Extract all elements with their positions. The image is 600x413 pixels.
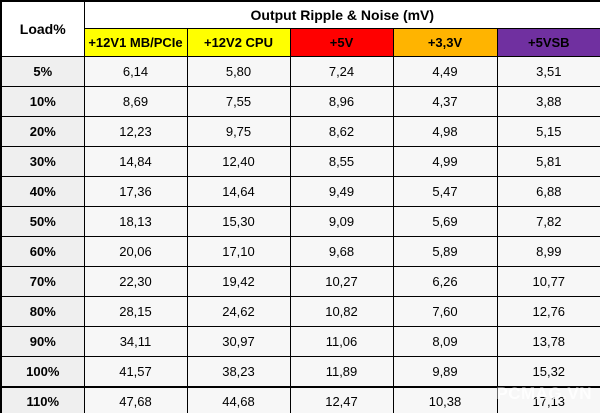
value-cell: 9,09 (289, 206, 394, 237)
column-header-12v1: +12V1 MB/PCIe (83, 28, 188, 57)
value-cell: 7,24 (289, 56, 394, 87)
value-cell: 4,98 (392, 116, 498, 147)
value-cell: 24,62 (186, 296, 291, 327)
value-cell: 7,82 (496, 206, 600, 237)
value-cell: 28,15 (83, 296, 188, 327)
value-cell: 10,82 (289, 296, 394, 327)
table-row-overload: 110% 47,68 44,68 12,47 10,38 17,13 (0, 385, 600, 413)
load-cell: 100% (0, 356, 85, 387)
value-cell: 4,49 (392, 56, 498, 87)
value-cell: 10,27 (289, 266, 394, 297)
load-cell: 20% (0, 116, 85, 147)
load-cell: 60% (0, 236, 85, 267)
value-cell: 17,10 (186, 236, 291, 267)
value-cell: 17,36 (83, 176, 188, 207)
value-cell: 9,75 (186, 116, 291, 147)
table-row: 40% 17,36 14,64 9,49 5,47 6,88 (0, 176, 600, 207)
load-cell: 30% (0, 146, 85, 177)
load-cell: 40% (0, 176, 85, 207)
value-cell: 47,68 (83, 385, 188, 413)
value-cell: 5,80 (186, 56, 291, 87)
value-cell: 10,38 (392, 385, 498, 413)
value-cell: 15,30 (186, 206, 291, 237)
value-cell: 6,14 (83, 56, 188, 87)
value-cell: 11,89 (289, 356, 394, 387)
value-cell: 8,69 (83, 86, 188, 117)
table-row: 50% 18,13 15,30 9,09 5,69 7,82 (0, 206, 600, 237)
value-cell: 5,69 (392, 206, 498, 237)
table-row: 20% 12,23 9,75 8,62 4,98 5,15 (0, 116, 600, 147)
value-cell: 13,78 (496, 326, 600, 357)
value-cell: 15,32 (496, 356, 600, 387)
table-row: 80% 28,15 24,62 10,82 7,60 12,76 (0, 296, 600, 327)
value-cell: 5,47 (392, 176, 498, 207)
table-row: 100% 41,57 38,23 11,89 9,89 15,32 (0, 356, 600, 387)
load-cell: 80% (0, 296, 85, 327)
value-cell: 12,76 (496, 296, 600, 327)
value-cell: 8,62 (289, 116, 394, 147)
table-row: 10% 8,69 7,55 8,96 4,37 3,88 (0, 86, 600, 117)
table-row: 60% 20,06 17,10 9,68 5,89 8,99 (0, 236, 600, 267)
load-cell: 110% (0, 385, 85, 413)
column-header-12v2: +12V2 CPU (186, 28, 291, 57)
value-cell: 8,99 (496, 236, 600, 267)
value-cell: 8,96 (289, 86, 394, 117)
value-cell: 9,89 (392, 356, 498, 387)
value-cell: 34,11 (83, 326, 188, 357)
value-cell: 20,06 (83, 236, 188, 267)
value-cell: 9,68 (289, 236, 394, 267)
table-row: 70% 22,30 19,42 10,27 6,26 10,77 (0, 266, 600, 297)
table-row: 5% 6,14 5,80 7,24 4,49 3,51 (0, 56, 600, 87)
value-cell: 41,57 (83, 356, 188, 387)
value-cell: 5,89 (392, 236, 498, 267)
column-header-3v3: +3,3V (392, 28, 498, 57)
value-cell: 12,40 (186, 146, 291, 177)
value-cell: 6,26 (392, 266, 498, 297)
load-cell: 90% (0, 326, 85, 357)
value-cell: 17,13 (496, 385, 600, 413)
value-cell: 18,13 (83, 206, 188, 237)
value-cell: 30,97 (186, 326, 291, 357)
value-cell: 6,88 (496, 176, 600, 207)
value-cell: 14,84 (83, 146, 188, 177)
load-percent-header: Load% (0, 0, 85, 57)
value-cell: 5,15 (496, 116, 600, 147)
load-cell: 50% (0, 206, 85, 237)
column-header-5v: +5V (289, 28, 394, 57)
value-cell: 22,30 (83, 266, 188, 297)
table-row: 30% 14,84 12,40 8,55 4,99 5,81 (0, 146, 600, 177)
value-cell: 14,64 (186, 176, 291, 207)
column-header-5vsb: +5VSB (496, 28, 600, 57)
value-cell: 4,99 (392, 146, 498, 177)
value-cell: 11,06 (289, 326, 394, 357)
value-cell: 12,47 (289, 385, 394, 413)
load-cell: 5% (0, 56, 85, 87)
value-cell: 38,23 (186, 356, 291, 387)
value-cell: 8,09 (392, 326, 498, 357)
value-cell: 3,51 (496, 56, 600, 87)
table-header-row-title: Load% Output Ripple & Noise (mV) (0, 0, 600, 57)
value-cell: 7,55 (186, 86, 291, 117)
load-cell: 70% (0, 266, 85, 297)
table-row: 90% 34,11 30,97 11,06 8,09 13,78 (0, 326, 600, 357)
value-cell: 19,42 (186, 266, 291, 297)
load-cell: 10% (0, 86, 85, 117)
value-cell: 44,68 (186, 385, 291, 413)
value-cell: 4,37 (392, 86, 498, 117)
value-cell: 7,60 (392, 296, 498, 327)
value-cell: 8,55 (289, 146, 394, 177)
value-cell: 3,88 (496, 86, 600, 117)
value-cell: 5,81 (496, 146, 600, 177)
value-cell: 9,49 (289, 176, 394, 207)
table-header-row-rails: +12V1 MB/PCIe +12V2 CPU +5V +3,3V +5VSB (1, 28, 600, 57)
value-cell: 10,77 (496, 266, 600, 297)
table-title: Output Ripple & Noise (mV) (83, 0, 600, 29)
value-cell: 12,23 (83, 116, 188, 147)
